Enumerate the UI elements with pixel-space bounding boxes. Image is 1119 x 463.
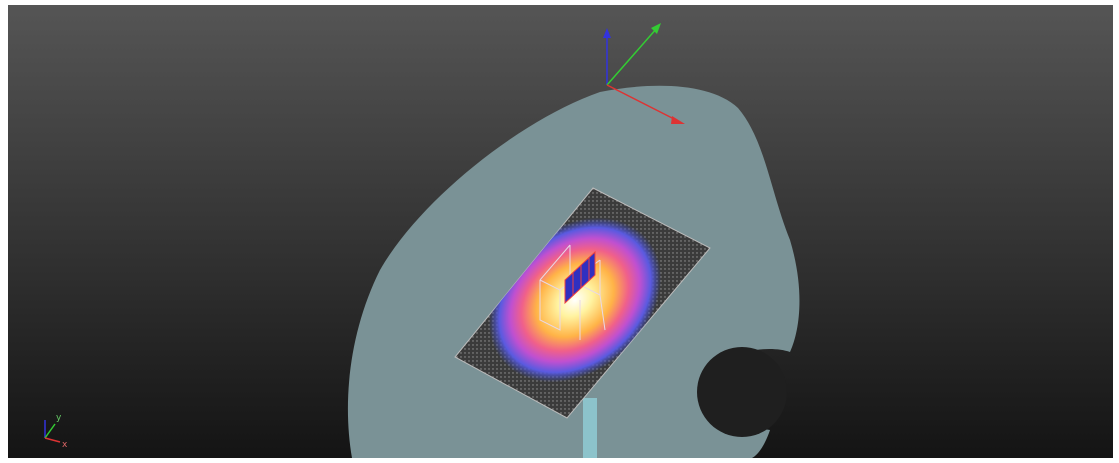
pole [583, 398, 597, 458]
panels [564, 250, 596, 305]
hole [697, 347, 787, 437]
axis-gizmo [603, 23, 685, 124]
x-axis-label: x [62, 440, 68, 450]
y-axis-label: y [56, 413, 62, 423]
corner-gizmo [44, 420, 61, 443]
